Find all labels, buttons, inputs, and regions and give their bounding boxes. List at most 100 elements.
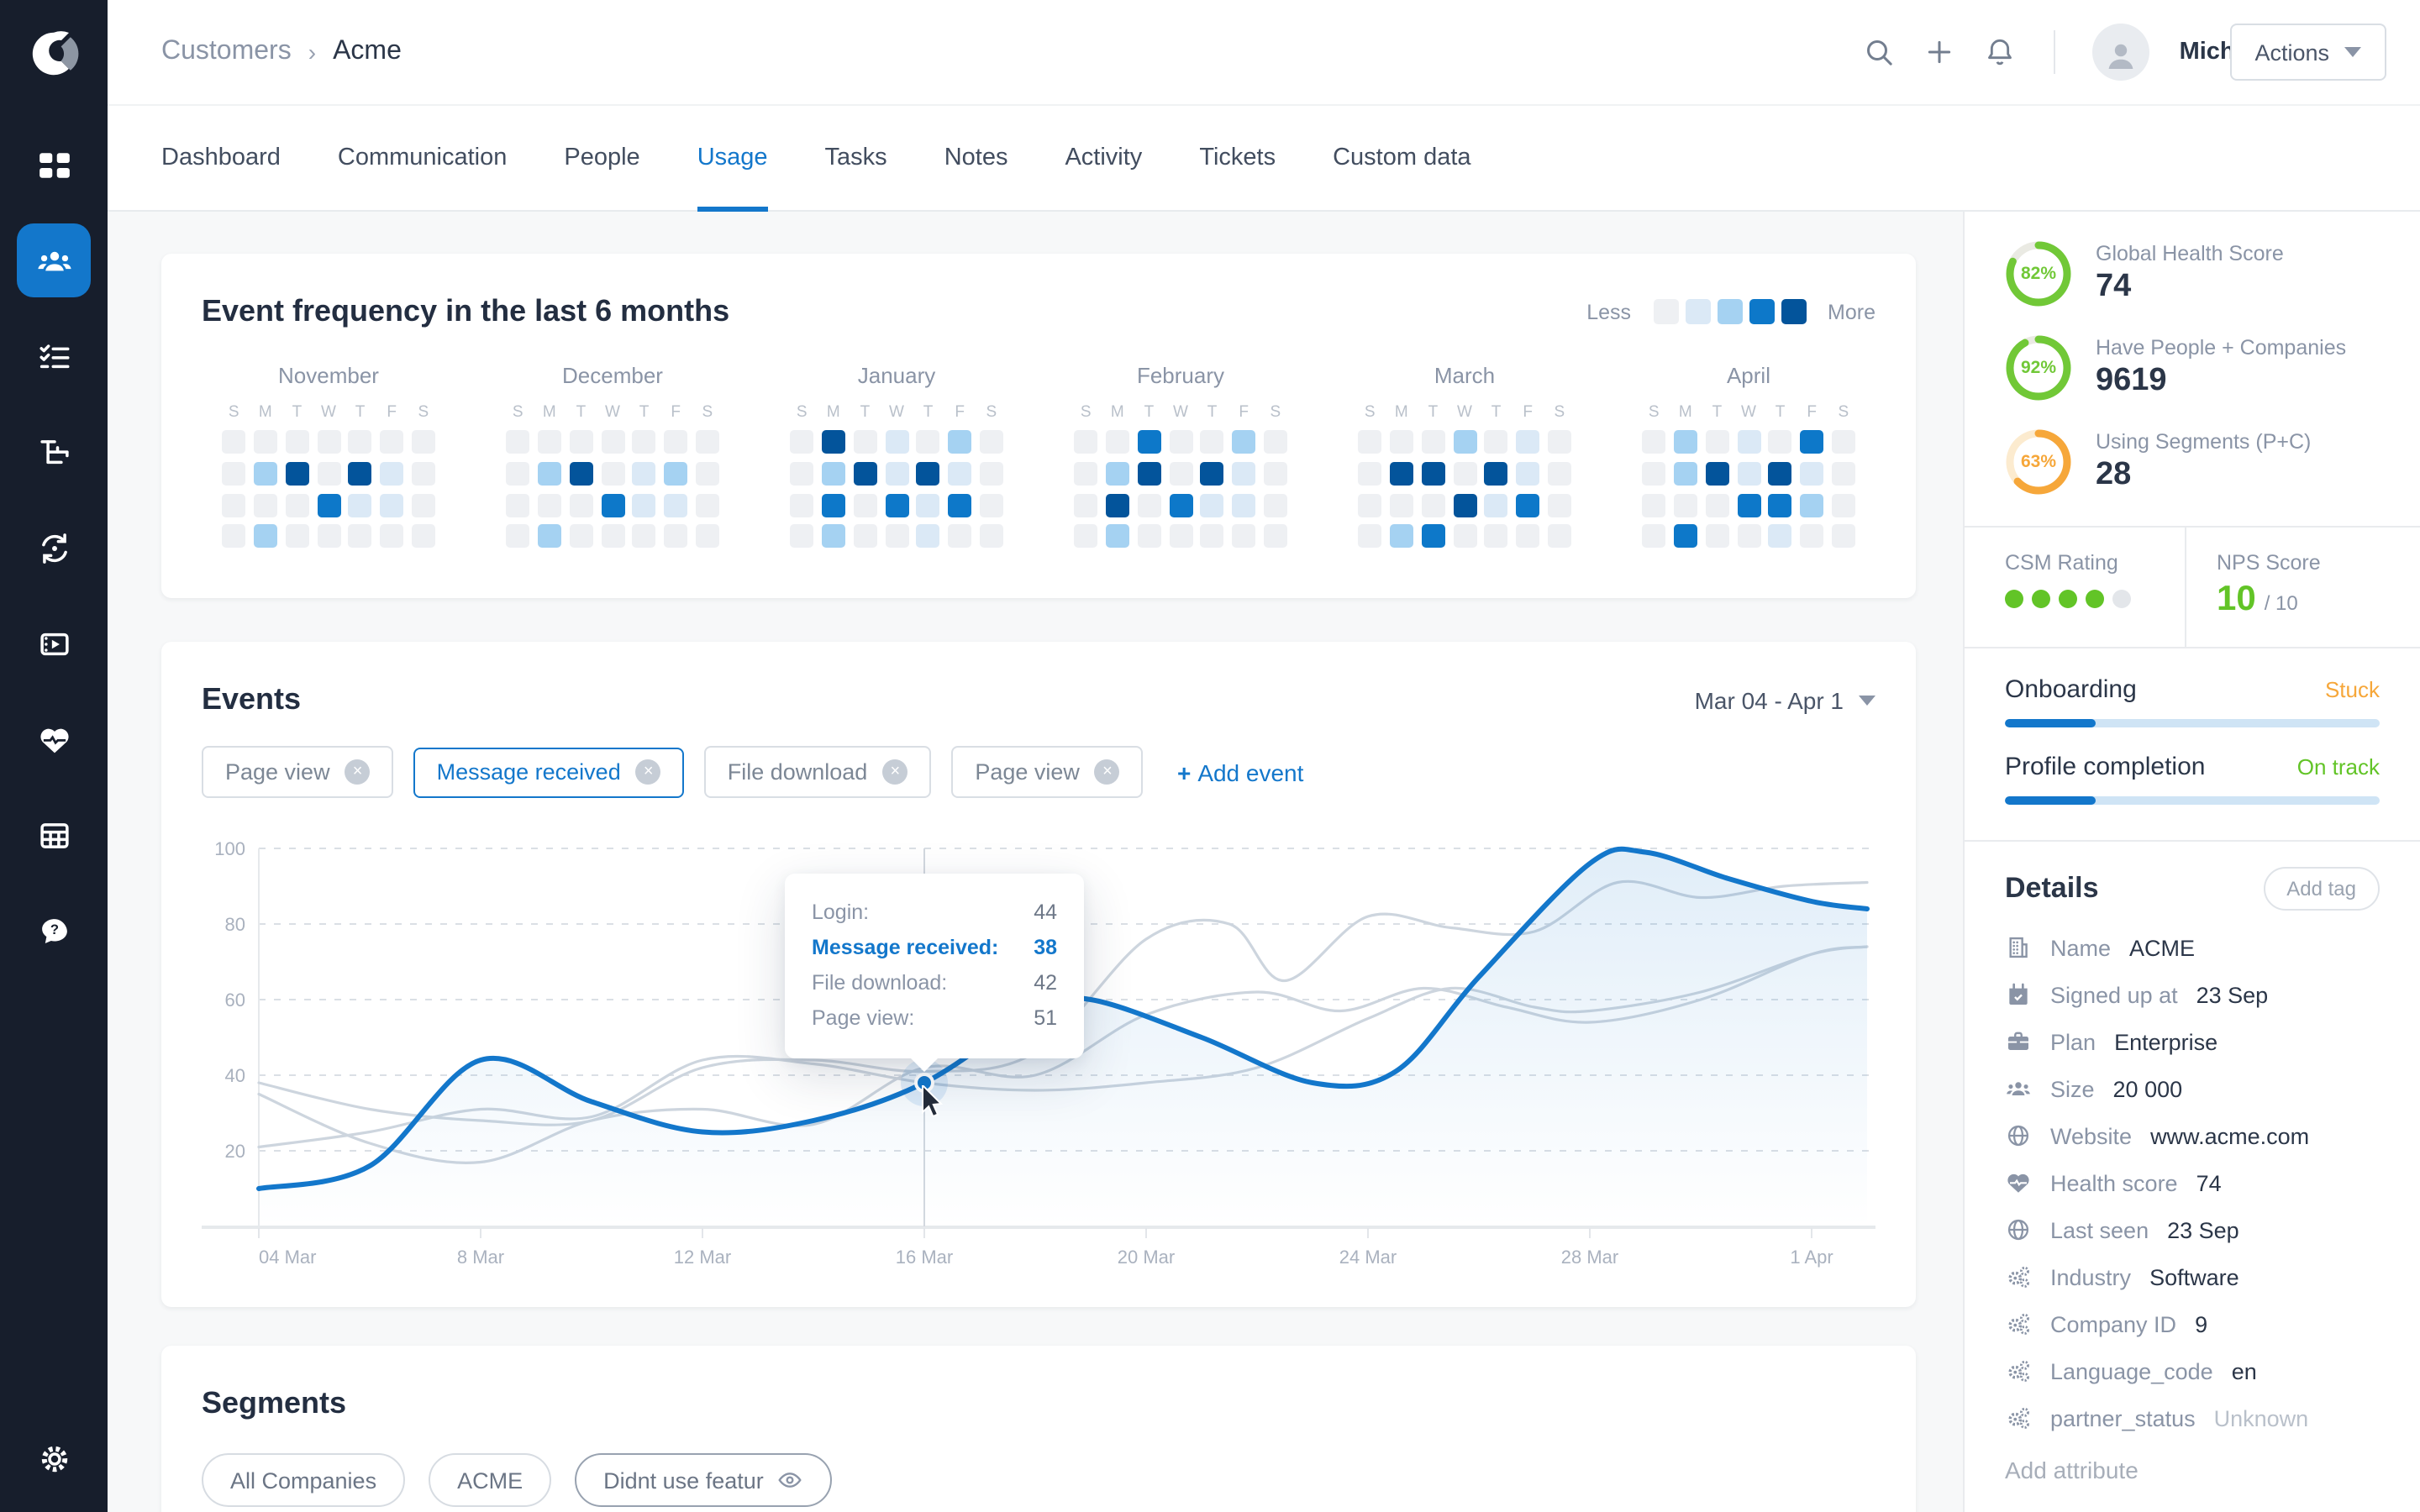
heatmap-cell[interactable] — [853, 524, 877, 549]
heatmap-cell[interactable] — [222, 493, 246, 517]
sidebar-item-dashboard[interactable] — [17, 128, 91, 202]
heatmap-cell[interactable] — [601, 524, 624, 549]
heatmap-cell[interactable] — [348, 493, 372, 517]
heatmap-cell[interactable] — [1705, 493, 1729, 517]
heatmap-cell[interactable] — [1200, 430, 1224, 454]
progress-bar[interactable] — [2005, 796, 2380, 805]
tab-usage[interactable]: Usage — [697, 106, 768, 212]
heatmap-cell[interactable] — [1169, 493, 1192, 517]
heatmap-cell[interactable] — [1358, 461, 1382, 486]
add-tag-button[interactable]: Add tag — [2263, 867, 2380, 911]
heatmap-cell[interactable] — [1232, 461, 1256, 486]
heatmap-cell[interactable] — [695, 430, 719, 454]
heatmap-cell[interactable] — [411, 430, 435, 454]
bell-icon[interactable] — [1983, 35, 2017, 69]
tab-tasks[interactable]: Tasks — [824, 144, 887, 171]
plus-icon[interactable] — [1923, 35, 1956, 69]
heatmap-cell[interactable] — [1768, 493, 1792, 517]
heatmap-cell[interactable] — [1547, 430, 1571, 454]
sidebar-item-customers[interactable] — [17, 223, 91, 297]
heatmap-cell[interactable] — [253, 493, 277, 517]
breadcrumb-parent[interactable]: Customers — [161, 37, 292, 66]
heatmap-cell[interactable] — [569, 524, 593, 549]
heatmap-cell[interactable] — [1737, 524, 1760, 549]
heatmap-cell[interactable] — [948, 461, 972, 486]
heatmap-cell[interactable] — [1453, 461, 1476, 486]
heatmap-cell[interactable] — [821, 493, 845, 517]
heatmap-cell[interactable] — [601, 430, 624, 454]
remove-filter-icon[interactable]: × — [1094, 759, 1120, 785]
heatmap-cell[interactable] — [1169, 524, 1192, 549]
heatmap-cell[interactable] — [380, 430, 404, 454]
progress-bar[interactable] — [2005, 719, 2380, 727]
avatar[interactable] — [2091, 24, 2149, 81]
heatmap-cell[interactable] — [1200, 524, 1224, 549]
heatmap-cell[interactable] — [695, 524, 719, 549]
heatmap-cell[interactable] — [1831, 461, 1855, 486]
segment-chip-didnt-use-featur[interactable]: Didnt use featur — [575, 1453, 833, 1507]
heatmap-cell[interactable] — [790, 524, 814, 549]
tab-people[interactable]: People — [564, 144, 640, 171]
heatmap-cell[interactable] — [317, 430, 340, 454]
heatmap-cell[interactable] — [222, 524, 246, 549]
heatmap-cell[interactable] — [1547, 461, 1571, 486]
heatmap-cell[interactable] — [790, 461, 814, 486]
heatmap-cell[interactable] — [317, 524, 340, 549]
heatmap-cell[interactable] — [1484, 430, 1508, 454]
heatmap-cell[interactable] — [1673, 430, 1697, 454]
heatmap-cell[interactable] — [1263, 461, 1287, 486]
rating-dot[interactable] — [2059, 590, 2077, 608]
heatmap-cell[interactable] — [348, 524, 372, 549]
heatmap-cell[interactable] — [222, 430, 246, 454]
heatmap-cell[interactable] — [821, 461, 845, 486]
heatmap-cell[interactable] — [1642, 493, 1666, 517]
heatmap-cell[interactable] — [790, 493, 814, 517]
heatmap-cell[interactable] — [821, 430, 845, 454]
heatmap-cell[interactable] — [1642, 461, 1666, 486]
heatmap-cell[interactable] — [537, 493, 561, 517]
heatmap-cell[interactable] — [1137, 493, 1161, 517]
heatmap-cell[interactable] — [285, 524, 309, 549]
heatmap-cell[interactable] — [632, 524, 656, 549]
heatmap-cell[interactable] — [1737, 430, 1760, 454]
heatmap-cell[interactable] — [948, 524, 972, 549]
sidebar-item-settings[interactable] — [17, 1421, 91, 1495]
heatmap-cell[interactable] — [1263, 430, 1287, 454]
heatmap-cell[interactable] — [506, 461, 530, 486]
heatmap-cell[interactable] — [537, 461, 561, 486]
heatmap-cell[interactable] — [1831, 430, 1855, 454]
date-range-picker[interactable]: Mar 04 - Apr 1 — [1695, 686, 1876, 713]
heatmap-cell[interactable] — [1673, 493, 1697, 517]
heatmap-cell[interactable] — [1421, 493, 1445, 517]
heatmap-cell[interactable] — [853, 493, 877, 517]
heatmap-cell[interactable] — [664, 461, 688, 486]
sidebar-item-tasks[interactable] — [17, 319, 91, 393]
heatmap-cell[interactable] — [1673, 524, 1697, 549]
heatmap-cell[interactable] — [1137, 461, 1161, 486]
heatmap-cell[interactable] — [317, 461, 340, 486]
event-filter-chip-file-download[interactable]: File download × — [703, 746, 932, 798]
heatmap-cell[interactable] — [1200, 461, 1224, 486]
heatmap-cell[interactable] — [1232, 493, 1256, 517]
heatmap-cell[interactable] — [885, 524, 908, 549]
heatmap-cell[interactable] — [411, 493, 435, 517]
app-logo-icon[interactable] — [24, 24, 84, 84]
heatmap-cell[interactable] — [1421, 524, 1445, 549]
heatmap-cell[interactable] — [1105, 493, 1129, 517]
heatmap-cell[interactable] — [821, 524, 845, 549]
heatmap-cell[interactable] — [222, 461, 246, 486]
tab-tickets[interactable]: Tickets — [1199, 144, 1276, 171]
heatmap-cell[interactable] — [380, 493, 404, 517]
heatmap-cell[interactable] — [979, 524, 1003, 549]
heatmap-cell[interactable] — [664, 430, 688, 454]
heatmap-cell[interactable] — [885, 493, 908, 517]
csm-rating-dots[interactable] — [2005, 590, 2185, 608]
add-attribute-link[interactable]: Add attribute — [2005, 1457, 2139, 1483]
heatmap-cell[interactable] — [411, 461, 435, 486]
heatmap-cell[interactable] — [948, 493, 972, 517]
heatmap-cell[interactable] — [695, 461, 719, 486]
remove-filter-icon[interactable]: × — [882, 759, 908, 785]
heatmap-cell[interactable] — [1105, 430, 1129, 454]
heatmap-cell[interactable] — [1389, 493, 1413, 517]
event-filter-chip-message-received[interactable]: Message received × — [413, 747, 684, 797]
